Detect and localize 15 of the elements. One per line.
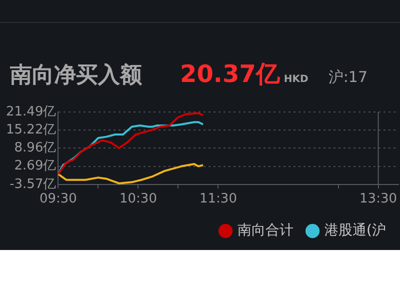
chart-title: 南向净买入额 [10, 62, 142, 90]
text: HKD [284, 74, 308, 85]
legend-label: 港股通(沪 [324, 222, 386, 239]
x-tick-label: 13:30 [360, 192, 397, 207]
y-tick-label: 8.96亿 [14, 140, 56, 156]
y-tick-label: 15.22亿 [6, 122, 56, 138]
y-tick-label: 2.69亿 [14, 158, 56, 174]
legend-label: 南向合计 [238, 222, 294, 239]
x-tick-label: 10:30 [119, 192, 157, 207]
y-tick-label: -3.57亿 [10, 176, 56, 192]
x-tick-label: 11:30 [200, 192, 237, 207]
x-tick-label: 09:30 [39, 192, 77, 207]
text: 沪:17 [328, 68, 368, 87]
chart-subtitle: 20.37亿 [180, 59, 280, 90]
y-tick-label: 21.49亿 [6, 104, 56, 120]
